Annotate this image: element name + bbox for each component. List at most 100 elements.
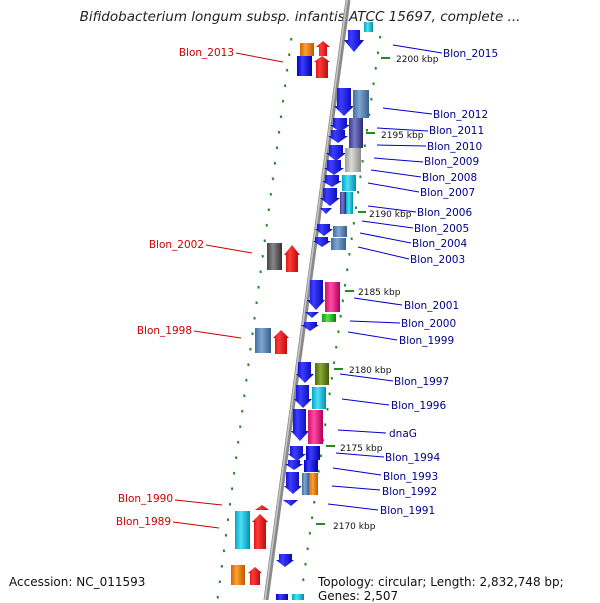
gene-block[interactable] <box>331 238 346 250</box>
ring-dot <box>335 345 338 349</box>
gene-label-blon-2007[interactable]: Blon_2007 <box>420 187 475 199</box>
gene-arrow[interactable] <box>284 245 300 272</box>
gene-block[interactable] <box>342 175 356 191</box>
gene-block[interactable] <box>333 226 347 237</box>
gene-label-blon-2015[interactable]: Blon_2015 <box>443 48 498 60</box>
gene-block[interactable] <box>340 192 346 214</box>
gene-label-blon-2004[interactable]: Blon_2004 <box>412 238 467 250</box>
label-leader <box>205 244 253 254</box>
ring-dot <box>326 407 329 411</box>
gene-block[interactable] <box>231 565 245 585</box>
gene-block[interactable] <box>353 90 369 118</box>
gene-block[interactable] <box>306 446 320 460</box>
gene-label-blon-1992[interactable]: Blon_1992 <box>382 486 437 498</box>
gene-arrow[interactable] <box>284 472 302 494</box>
gene-arrow[interactable] <box>301 322 319 331</box>
ring-dot <box>247 363 250 367</box>
gene-arrow[interactable] <box>291 409 309 441</box>
gene-arrow[interactable] <box>296 362 314 383</box>
ring-dot <box>330 376 334 380</box>
gene-label-blon-1999[interactable]: Blon_1999 <box>399 335 454 347</box>
gene-label-blon-2005[interactable]: Blon_2005 <box>414 223 469 235</box>
ring-dot <box>367 113 371 117</box>
gene-block[interactable] <box>315 363 329 385</box>
gene-label-blon-2011[interactable]: Blon_2011 <box>429 125 484 137</box>
gene-label-blon-1994[interactable]: Blon_1994 <box>385 452 440 464</box>
gene-arrow[interactable] <box>334 88 354 116</box>
label-leader <box>327 503 379 511</box>
gene-label-blon-2012[interactable]: Blon_2012 <box>433 109 488 121</box>
gene-block[interactable] <box>302 473 309 495</box>
gene-arrow[interactable] <box>288 446 306 461</box>
gene-label-blon-2008[interactable]: Blon_2008 <box>422 172 477 184</box>
gene-label-blon-1998[interactable]: Blon_1998 <box>137 325 192 337</box>
gene-label-blon-1989[interactable]: Blon_1989 <box>116 516 171 528</box>
gene-block[interactable] <box>308 410 323 444</box>
gene-arrow[interactable] <box>330 118 350 132</box>
ring-dot <box>345 268 349 272</box>
gene-label-blon-2010[interactable]: Blon_2010 <box>427 141 482 153</box>
gene-label-blon-2000[interactable]: Blon_2000 <box>401 318 456 330</box>
gene-label-blon-2013[interactable]: Blon_2013 <box>179 47 234 59</box>
label-leader <box>382 107 433 115</box>
gene-block[interactable] <box>276 594 288 600</box>
gene-block[interactable] <box>309 473 318 495</box>
gene-arrow[interactable] <box>252 514 268 549</box>
ring-dot <box>302 578 305 582</box>
topology-info: Topology: circular; Length: 2,832,748 bp… <box>318 575 564 603</box>
gene-arrow[interactable] <box>320 188 340 206</box>
gene-label-blon-1993[interactable]: Blon_1993 <box>383 471 438 483</box>
gene-arrow[interactable] <box>276 554 294 567</box>
ring-dot <box>328 392 331 396</box>
gene-label-blon-2009[interactable]: Blon_2009 <box>424 156 479 168</box>
gene-arrow[interactable] <box>328 130 348 143</box>
gene-arrow[interactable] <box>316 41 330 56</box>
ring-dot <box>308 531 312 535</box>
gene-block[interactable] <box>346 192 353 214</box>
gene-label-blon-2006[interactable]: Blon_2006 <box>417 207 472 219</box>
ring-dot <box>370 97 373 101</box>
ring-dot <box>348 252 351 256</box>
gene-arrow[interactable] <box>315 224 333 236</box>
gene-label-dnag[interactable]: dnaG <box>389 428 417 440</box>
gene-arrow[interactable] <box>305 312 319 318</box>
gene-label-blon-1996[interactable]: Blon_1996 <box>391 400 446 412</box>
gene-label-blon-1990[interactable]: Blon_1990 <box>118 493 173 505</box>
gene-arrow[interactable] <box>248 567 262 585</box>
gene-block[interactable] <box>322 314 336 322</box>
gene-block[interactable] <box>364 22 373 32</box>
gene-arrow[interactable] <box>313 237 331 247</box>
gene-label-blon-1997[interactable]: Blon_1997 <box>394 376 449 388</box>
gene-label-blon-2003[interactable]: Blon_2003 <box>410 254 465 266</box>
gene-label-blon-2002[interactable]: Blon_2002 <box>149 239 204 251</box>
gene-block[interactable] <box>325 282 340 312</box>
gene-block[interactable] <box>345 148 361 172</box>
gene-arrow[interactable] <box>326 145 346 161</box>
gene-arrow[interactable] <box>273 330 289 354</box>
gene-block[interactable] <box>300 43 314 56</box>
gene-arrow[interactable] <box>344 30 364 52</box>
gene-label-blon-2001[interactable]: Blon_2001 <box>404 300 459 312</box>
gene-block[interactable] <box>235 511 250 549</box>
gene-arrow[interactable] <box>294 385 312 408</box>
ring-dot <box>332 361 336 365</box>
gene-arrow[interactable] <box>307 280 325 310</box>
gene-arrow[interactable] <box>320 208 332 214</box>
gene-block[interactable] <box>297 56 312 76</box>
gene-block[interactable] <box>349 118 363 148</box>
gene-arrow[interactable] <box>255 505 269 510</box>
gene-block[interactable] <box>304 460 318 472</box>
gene-arrow[interactable] <box>314 56 330 78</box>
gene-arrow[interactable] <box>285 460 303 470</box>
gene-block[interactable] <box>312 387 326 409</box>
gene-block[interactable] <box>255 328 271 353</box>
gene-block[interactable] <box>292 594 304 600</box>
ring-dot <box>365 128 369 132</box>
ring-dot <box>261 254 264 258</box>
gene-label-blon-1991[interactable]: Blon_1991 <box>380 505 435 517</box>
gene-arrow[interactable] <box>283 500 298 506</box>
gene-block[interactable] <box>267 243 282 270</box>
gene-arrow[interactable] <box>324 160 344 175</box>
gene-arrow[interactable] <box>322 175 342 187</box>
